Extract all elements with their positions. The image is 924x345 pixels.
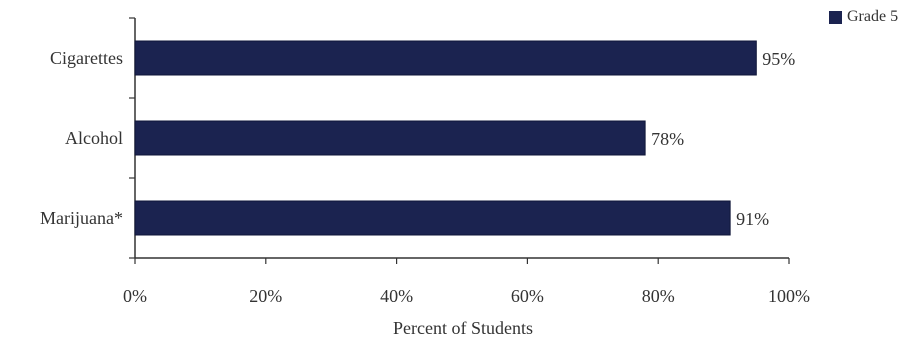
category-label: Alcohol <box>65 128 123 148</box>
x-axis-title: Percent of Students <box>393 318 533 338</box>
data-label: 91% <box>736 209 769 229</box>
x-tick-label: 0% <box>123 286 147 306</box>
x-tick-label: 40% <box>380 286 413 306</box>
bar-alcohol <box>134 120 646 156</box>
legend-swatch <box>829 10 842 24</box>
bar-cigarettes <box>134 40 757 76</box>
x-tick-label: 100% <box>768 286 810 306</box>
x-tick-label: 80% <box>642 286 675 306</box>
legend: Grade 5 <box>829 8 898 26</box>
x-tick-label: 60% <box>511 286 544 306</box>
x-tick-label: 20% <box>249 286 282 306</box>
category-label: Cigarettes <box>50 48 123 68</box>
bar-marijuana <box>134 200 731 236</box>
legend-label: Grade 5 <box>847 8 899 25</box>
data-label: 78% <box>651 129 684 149</box>
category-label: Marijuana* <box>40 208 123 228</box>
data-label: 95% <box>762 49 795 69</box>
